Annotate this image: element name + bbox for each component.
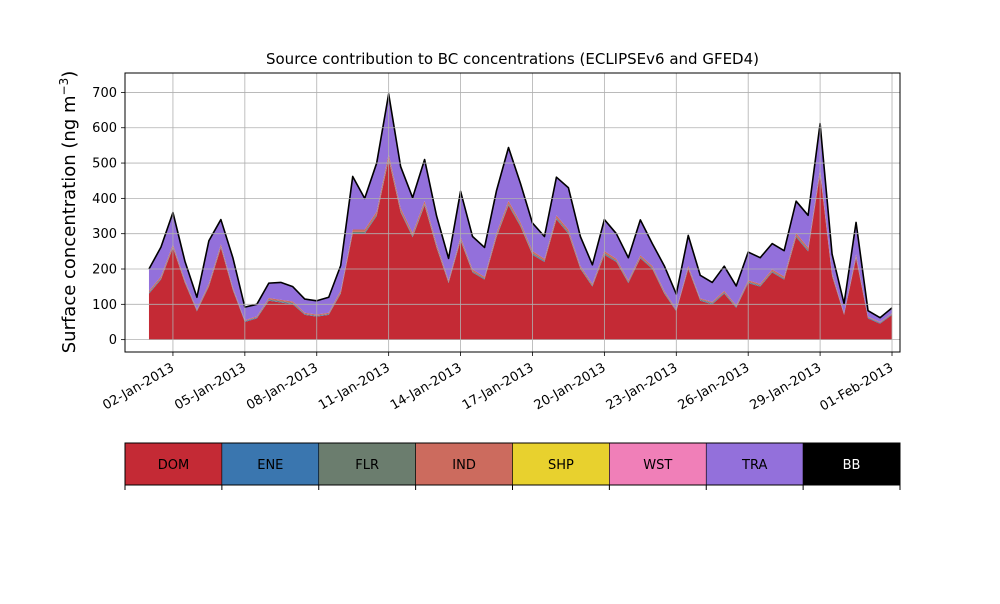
x-tick-label: 01-Feb-2013 [817,360,896,414]
y-axis-label: Surface concentration (ng m−3) [57,71,80,354]
y-tick-label: 100 [92,298,117,313]
legend-swatch-tra [705,442,804,486]
y-tick-label: 0 [109,333,117,348]
y-tick-label: 600 [92,121,117,136]
y-tick-label: 400 [92,192,117,207]
legend-swatch-flr [318,442,416,486]
y-tick-label: 300 [92,227,117,242]
legend-label-wst: WST [643,458,672,473]
legend-swatch-ind [415,442,513,486]
legend-swatch-wst [609,442,707,486]
x-tick-label: 08-Jan-2013 [244,360,321,413]
x-tick-label: 05-Jan-2013 [172,360,249,413]
y-tick-label: 700 [92,86,117,101]
legend: DOM ENE FLR IND SHP WST TRA BB [124,442,901,490]
legend-label-dom: DOM [158,458,189,473]
y-axis-label-close: ) [59,71,80,78]
plot-area: 0 100 200 300 400 500 600 700 02-Jan-201305-Jan-… [92,72,901,414]
area-dom [148,159,893,340]
x-tick-label: 26-Jan-2013 [676,360,753,413]
y-tick-label: 200 [92,263,117,278]
total-line [148,93,893,319]
y-tick-label: 500 [92,157,117,172]
x-tick-label: 29-Jan-2013 [748,360,825,413]
legend-label-flr: FLR [355,458,379,473]
legend-swatch-bb [802,442,901,486]
chart-title: Source contribution to BC concentrations… [266,50,759,68]
legend-label-bb: BB [843,458,861,473]
legend-label-ind: IND [452,458,476,473]
legend-label-ene: ENE [257,458,283,473]
x-tick-label: 17-Jan-2013 [460,360,537,413]
area-tra [148,93,893,322]
legend-swatch-ene [221,442,320,486]
x-tick-label: 02-Jan-2013 [100,360,177,413]
x-tick-label: 23-Jan-2013 [604,360,681,413]
legend-swatch-shp [512,442,610,486]
legend-label-tra: TRA [741,458,767,473]
x-tick-label: 14-Jan-2013 [388,360,465,413]
x-tick-label: 11-Jan-2013 [316,360,393,413]
x-tick-label: 20-Jan-2013 [532,360,609,413]
legend-label-shp: SHP [548,458,574,473]
plot-frame [124,72,901,353]
y-axis-label-superscript: −3 [57,78,71,96]
